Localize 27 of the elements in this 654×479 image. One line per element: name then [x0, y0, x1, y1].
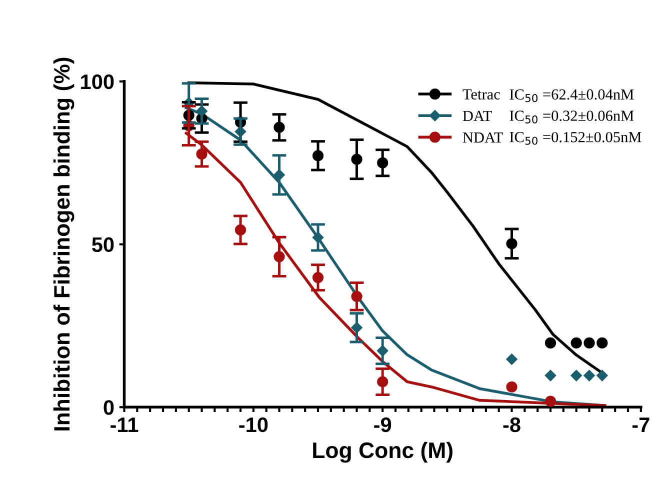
point — [570, 370, 582, 382]
point — [506, 354, 518, 365]
point — [506, 381, 518, 393]
point — [544, 396, 556, 407]
y-tick-label: 0 — [104, 400, 114, 415]
x-tick-label: -9 — [374, 417, 392, 432]
y-tick-label: 100 — [81, 74, 114, 90]
point — [596, 337, 608, 349]
point — [584, 370, 595, 382]
x-tick-label: -11 — [110, 418, 138, 432]
x-tick-label: -8 — [503, 417, 520, 432]
x-tick-label: -7 — [632, 418, 650, 432]
annotation: IC$_{50}$ =0.152±0.05nM — [510, 132, 642, 145]
x-axis-title: Log Conc (M) — [313, 442, 452, 463]
point — [544, 370, 556, 382]
annotation: IC$_{50}$ =62.4±0.04nM — [510, 89, 634, 102]
annotation: IC$_{50}$ =0.32±0.06nM — [510, 110, 634, 124]
point — [596, 370, 608, 382]
point — [584, 337, 595, 349]
y-axis-title: Inhibition of Fibrinogen binding (%) — [53, 58, 74, 430]
y-tick-label: 50 — [92, 237, 114, 252]
point — [570, 337, 582, 349]
point — [544, 337, 556, 349]
legend-label: NDAT — [462, 132, 503, 143]
legend-label: DAT — [462, 110, 492, 121]
x-tick-label: -10 — [239, 417, 268, 432]
legend-label: Tetrac — [462, 89, 500, 100]
